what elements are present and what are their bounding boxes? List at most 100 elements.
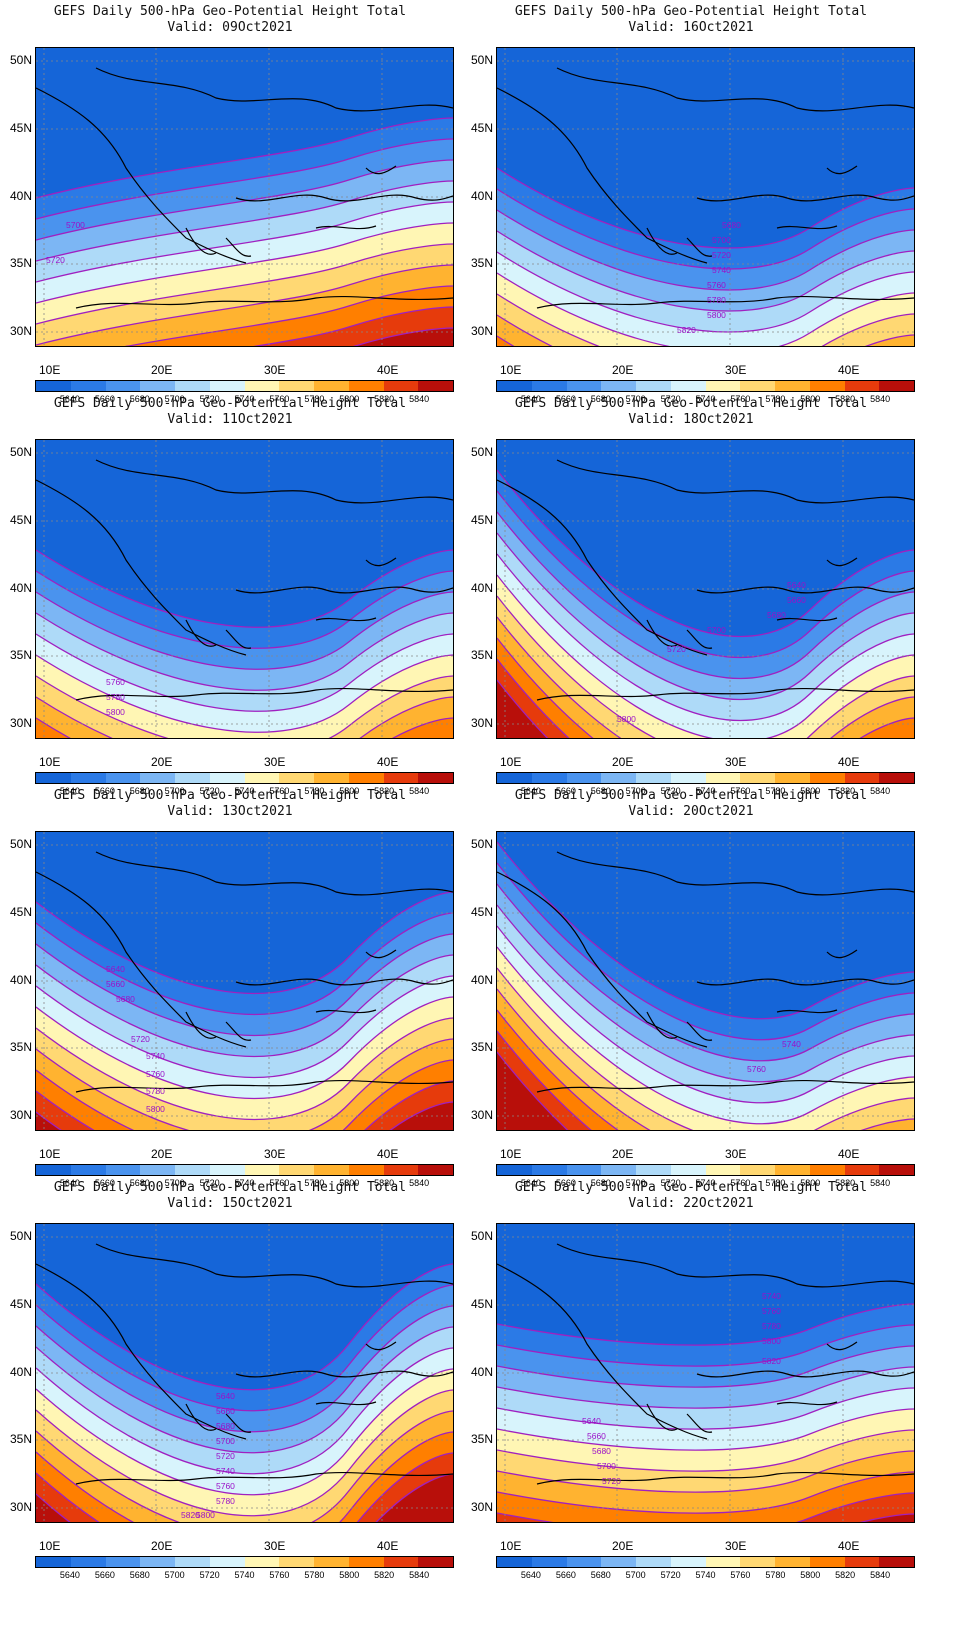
contour-line — [36, 675, 453, 738]
colorbar-label: 5740 — [695, 394, 716, 404]
colorbar-swatch — [566, 773, 602, 783]
fill-band — [36, 1102, 453, 1130]
contour-line — [497, 967, 914, 1130]
coastline — [497, 1263, 708, 1440]
coastline — [185, 1011, 252, 1041]
contour-line — [36, 180, 453, 262]
contour-label: 5700 — [707, 625, 726, 635]
latitude-label: 50N — [470, 1229, 493, 1243]
latitude-label: 30N — [9, 1108, 32, 1122]
panel-title: GEFS Daily 500-hPa Geo-Potential Height … — [514, 1180, 868, 1195]
contour-line — [497, 532, 914, 701]
colorbar-swatch — [497, 773, 532, 783]
longitude-label: 40E — [838, 1539, 860, 1553]
contour-line — [497, 1492, 914, 1522]
colorbar-label: 5800 — [339, 1178, 360, 1188]
contour-line — [36, 1326, 453, 1454]
longitude-label: 10E — [500, 363, 522, 377]
colorbar-swatch — [36, 381, 71, 391]
coastline — [185, 1403, 252, 1433]
colorbar-label: 5760 — [730, 786, 751, 796]
colorbar-swatch — [670, 1557, 706, 1567]
colorbar-label: 5640 — [59, 394, 80, 404]
coastline — [95, 851, 453, 896]
coastline — [75, 295, 453, 309]
map-panel: GEFS Daily 500-hPa Geo-Potential Height … — [0, 1176, 460, 1580]
colorbar-swatch — [531, 1557, 567, 1567]
colorbar-swatch — [418, 1165, 453, 1175]
colorbar-label: 5640 — [520, 786, 541, 796]
map-panel: GEFS Daily 500-hPa Geo-Potential Height … — [0, 784, 460, 1188]
colorbar-swatch — [314, 381, 349, 391]
colorbar-label: 5640 — [520, 1570, 541, 1580]
coastline — [556, 1243, 914, 1288]
contour-label: 5740 — [762, 1291, 781, 1301]
longitude-label: 40E — [377, 1147, 399, 1161]
contour-line — [497, 1324, 914, 1367]
map-panel: GEFS Daily 500-hPa Geo-Potential Height … — [461, 1176, 921, 1580]
contour-line — [36, 201, 453, 283]
colorbar-label: 5760 — [269, 1178, 290, 1188]
colorbar-swatch — [105, 1557, 141, 1567]
colorbar-swatch — [566, 1165, 602, 1175]
longitude-label: 40E — [377, 363, 399, 377]
contour-line — [36, 912, 453, 1016]
contour-label: 5660 — [216, 1406, 235, 1416]
contour-label: 5780 — [146, 1086, 165, 1096]
colorbar-label: 5660 — [555, 394, 576, 404]
contour-line — [36, 633, 453, 712]
colorbar-swatch — [636, 773, 671, 783]
contour-label: 5720 — [216, 1451, 235, 1461]
colorbar-swatch — [140, 381, 175, 391]
latitude-label: 40N — [470, 581, 493, 595]
latitude-label: 45N — [470, 513, 493, 527]
coastline — [95, 67, 453, 112]
colorbar-swatch — [279, 1557, 314, 1567]
panel-valid-date: Valid: 09Oct2021 — [167, 20, 293, 35]
coastline — [776, 557, 858, 622]
colorbar-swatch — [531, 1165, 567, 1175]
panel-title: GEFS Daily 500-hPa Geo-Potential Height … — [514, 396, 868, 411]
contour-label: 5640 — [787, 580, 806, 590]
coastline — [536, 1471, 914, 1485]
contour-line — [497, 1408, 914, 1451]
colorbar-swatch — [601, 773, 636, 783]
latitude-label: 45N — [9, 905, 32, 919]
contour-label: 5660 — [787, 595, 806, 605]
coastline — [36, 87, 247, 264]
colorbar-label: 5820 — [835, 394, 856, 404]
contour-line — [497, 553, 914, 722]
contour-label: 5800 — [617, 714, 636, 724]
colorbar-swatch — [175, 773, 210, 783]
coastline — [185, 619, 252, 649]
contour-label: 5760 — [146, 1069, 165, 1079]
coastline — [556, 67, 914, 112]
contour-line — [497, 637, 914, 738]
colorbar-label: 5680 — [129, 786, 150, 796]
colorbar-swatch — [36, 1165, 71, 1175]
fill-band — [355, 328, 453, 346]
colorbar-label: 5780 — [304, 394, 325, 404]
coastline — [536, 1079, 914, 1093]
map-panel: GEFS Daily 500-hPa Geo-Potential Height … — [0, 392, 460, 796]
colorbar-swatch — [809, 381, 845, 391]
coastline — [776, 165, 858, 230]
longitude-label: 30E — [264, 1539, 286, 1553]
colorbar-label: 5740 — [695, 786, 716, 796]
coastline — [36, 871, 247, 1048]
colorbar-label: 5840 — [409, 1178, 430, 1188]
contour-line — [497, 1429, 914, 1472]
latitude-label: 50N — [9, 837, 32, 851]
colorbar-label: 5660 — [94, 394, 115, 404]
longitude-label: 20E — [151, 363, 173, 377]
colorbar-swatch — [740, 381, 775, 391]
colorbar-label: 5760 — [730, 394, 751, 404]
contour-label: 5720 — [602, 1476, 621, 1486]
contour-line — [497, 925, 914, 1104]
colorbar-label: 5720 — [660, 786, 681, 796]
contour-line — [36, 570, 453, 649]
coastline — [696, 586, 914, 594]
latitude-label: 50N — [9, 53, 32, 67]
colorbar-swatch — [314, 773, 349, 783]
colorbar-label: 5640 — [520, 394, 541, 404]
